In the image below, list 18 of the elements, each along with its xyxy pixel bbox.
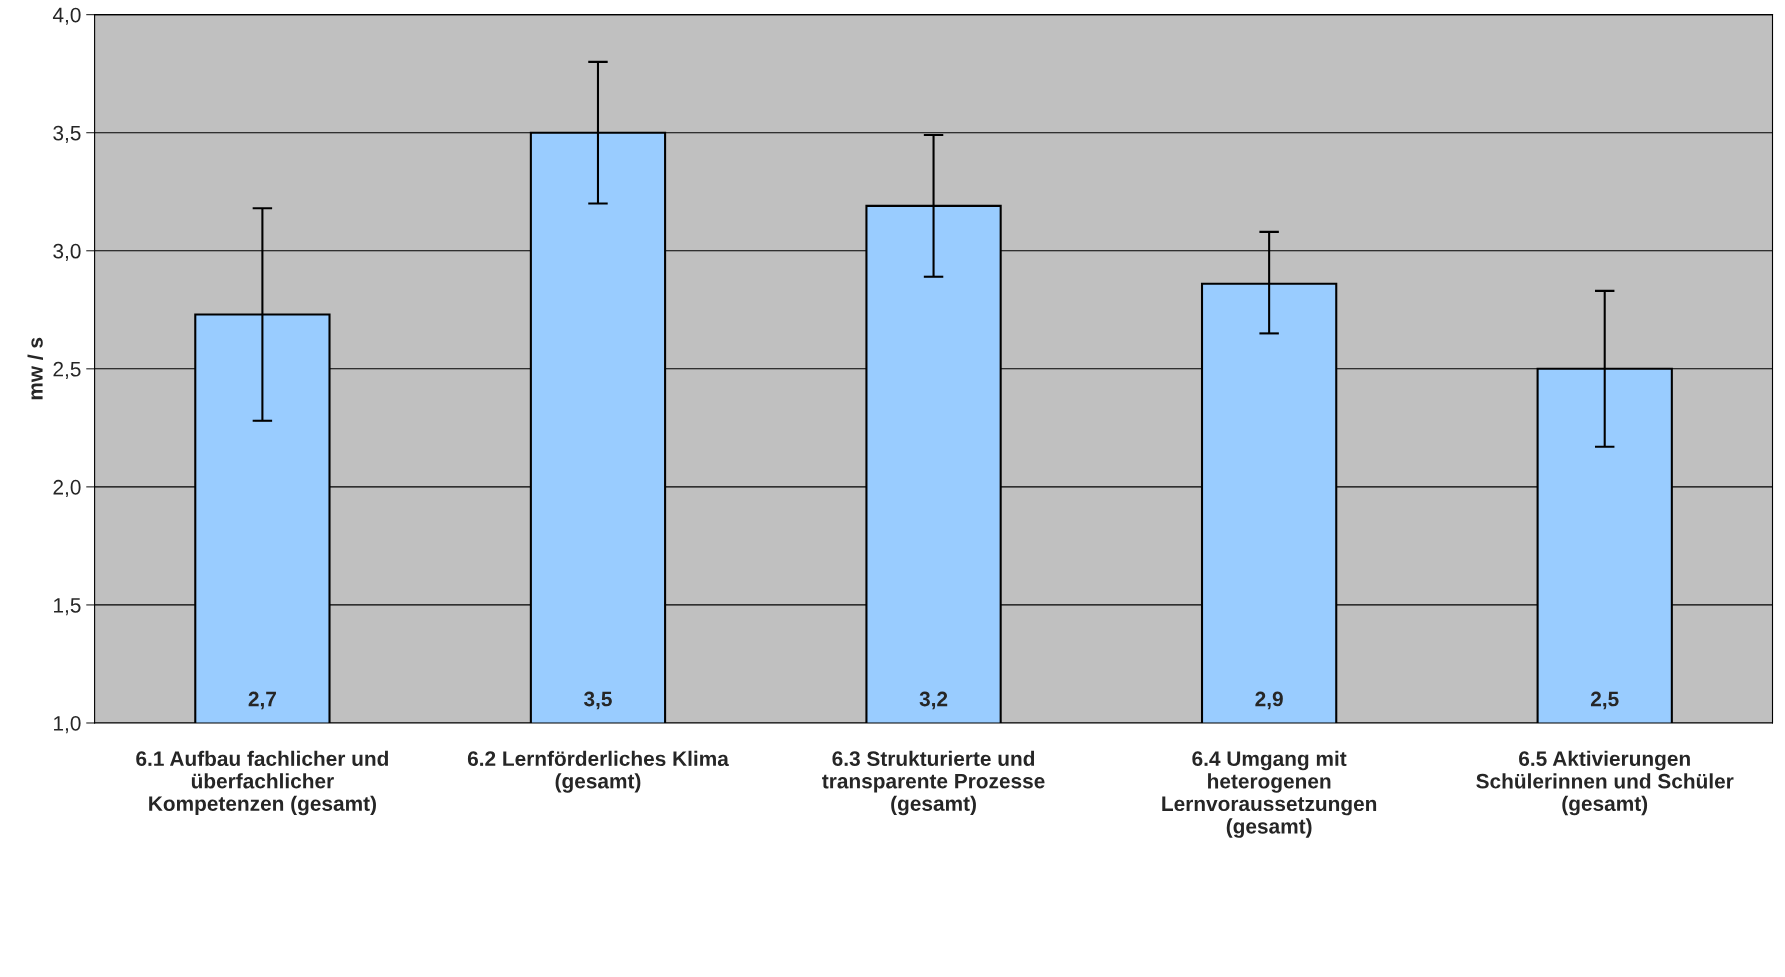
y-tick-label: 4,0 [52,7,81,25]
data-label: 3,5 [583,691,612,710]
x-tick-label: 6.5 Aktivierungen Schülerinnen und Schüler (gesamt) [1476,750,1734,816]
y-tick-label: 2,5 [53,361,81,380]
y-tick-label: 3,5 [53,125,81,143]
data-label: 2,9 [1255,691,1283,710]
data-label: 3,2 [919,691,948,710]
data-label: 2,5 [1590,691,1619,710]
y-tick-label: 3,0 [53,243,81,261]
y-tick-label: 1,0 [54,715,81,734]
x-tick-label: 6.2 Lernförderliches Klima (gesamt) [467,750,729,793]
y-tick-label: 2,0 [53,479,81,498]
y-axis-title: mw / s [27,337,43,400]
x-tick-label: 6.3 Strukturierte und transparente Prozesse (gesamt) [822,750,1045,816]
y-tick-label: 1,5 [54,598,81,616]
x-tick-label: 6.4 Umgang mit heterogenen Lernvoraussetzungen (gesamt) [1162,750,1377,838]
x-tick-label: 6.1 Aufbau fachlicher und überfachlicher Kompetenzen (gesamt) [136,750,388,816]
data-label: 2,7 [248,691,276,710]
